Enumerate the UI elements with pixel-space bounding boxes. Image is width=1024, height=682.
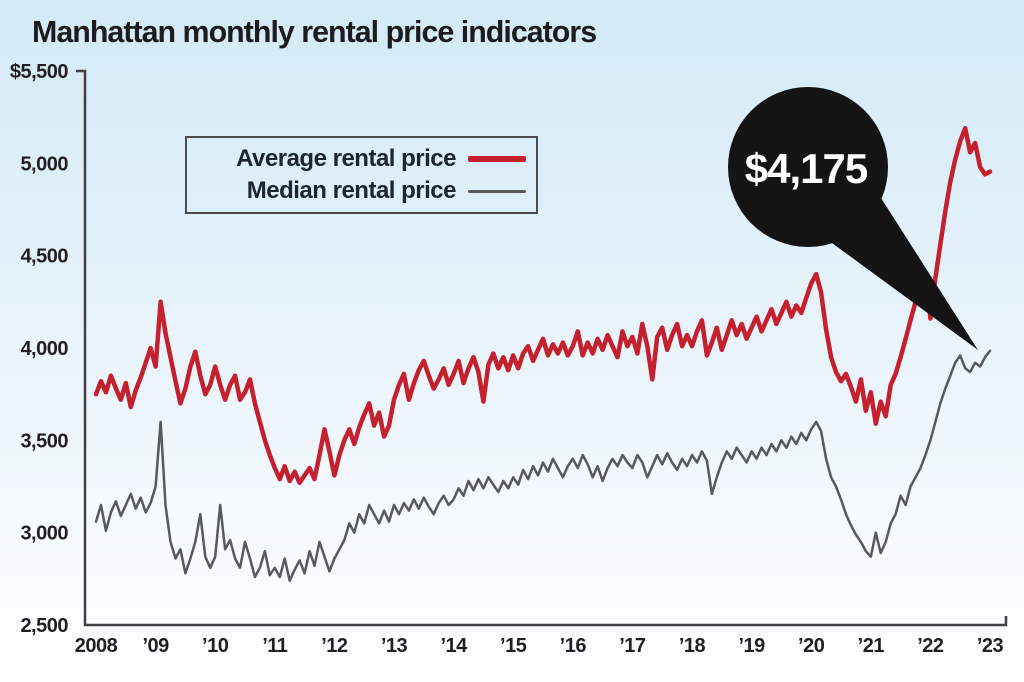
y-tick-label: 5,000 [20,153,68,175]
y-tick-label: 2,500 [20,615,68,637]
y-tick-label: 4,500 [20,246,68,268]
x-tick-label: ’22 [917,635,944,657]
median-line-swatch-icon [468,189,526,193]
legend: Average rental price Median rental price [185,136,538,214]
x-tick-label: ’13 [381,635,408,657]
x-tick-label: 2008 [75,635,118,657]
y-tick-label: 4,000 [20,338,68,360]
x-tick-label: ’14 [440,635,468,657]
callout: $4,175 [728,87,978,350]
axis [76,69,1008,627]
legend-item-average: Average rental price [187,145,526,173]
legend-item-median: Median rental price [187,177,526,205]
median-line [94,349,992,582]
x-tick-label: ’21 [858,635,885,657]
x-tick-label: ’10 [202,635,229,657]
average-line-swatch-icon [468,156,526,162]
x-tick-label: ’11 [262,635,288,657]
average-line [93,125,993,486]
callout-text: $4,175 [745,145,868,192]
callout-tail [832,198,978,350]
x-axis-labels: 2008 ’09 ’10 ’11 ’12 ’13 ’14 ’15 ’16 ’17 ’18 ’19 ’20… [75,635,1004,657]
x-tick-label: ’17 [619,635,646,657]
x-tick-label: ’20 [798,635,825,657]
y-tick-label: 3,500 [20,430,68,452]
legend-label-average: Average rental price [236,145,456,172]
series-lines [93,125,993,582]
y-axis-labels: $5,500 5,000 4,500 4,000 3,500 3,000 2,500 [10,61,69,637]
x-tick-label: ’12 [321,635,348,657]
legend-label-median: Median rental price [246,177,457,204]
x-tick-label: ’16 [560,635,587,657]
callout-bubble [728,87,888,247]
x-tick-label: ’09 [142,635,169,657]
x-tick-label: ’18 [679,635,706,657]
x-tick-label: ’15 [500,635,527,657]
y-tick-label: $5,500 [10,61,69,83]
x-tick-label: ’23 [977,635,1004,657]
x-tick-label: ’19 [738,635,765,657]
y-tick-label: 3,000 [20,523,68,545]
page-title: Manhattan monthly rental price indicator… [32,14,597,49]
